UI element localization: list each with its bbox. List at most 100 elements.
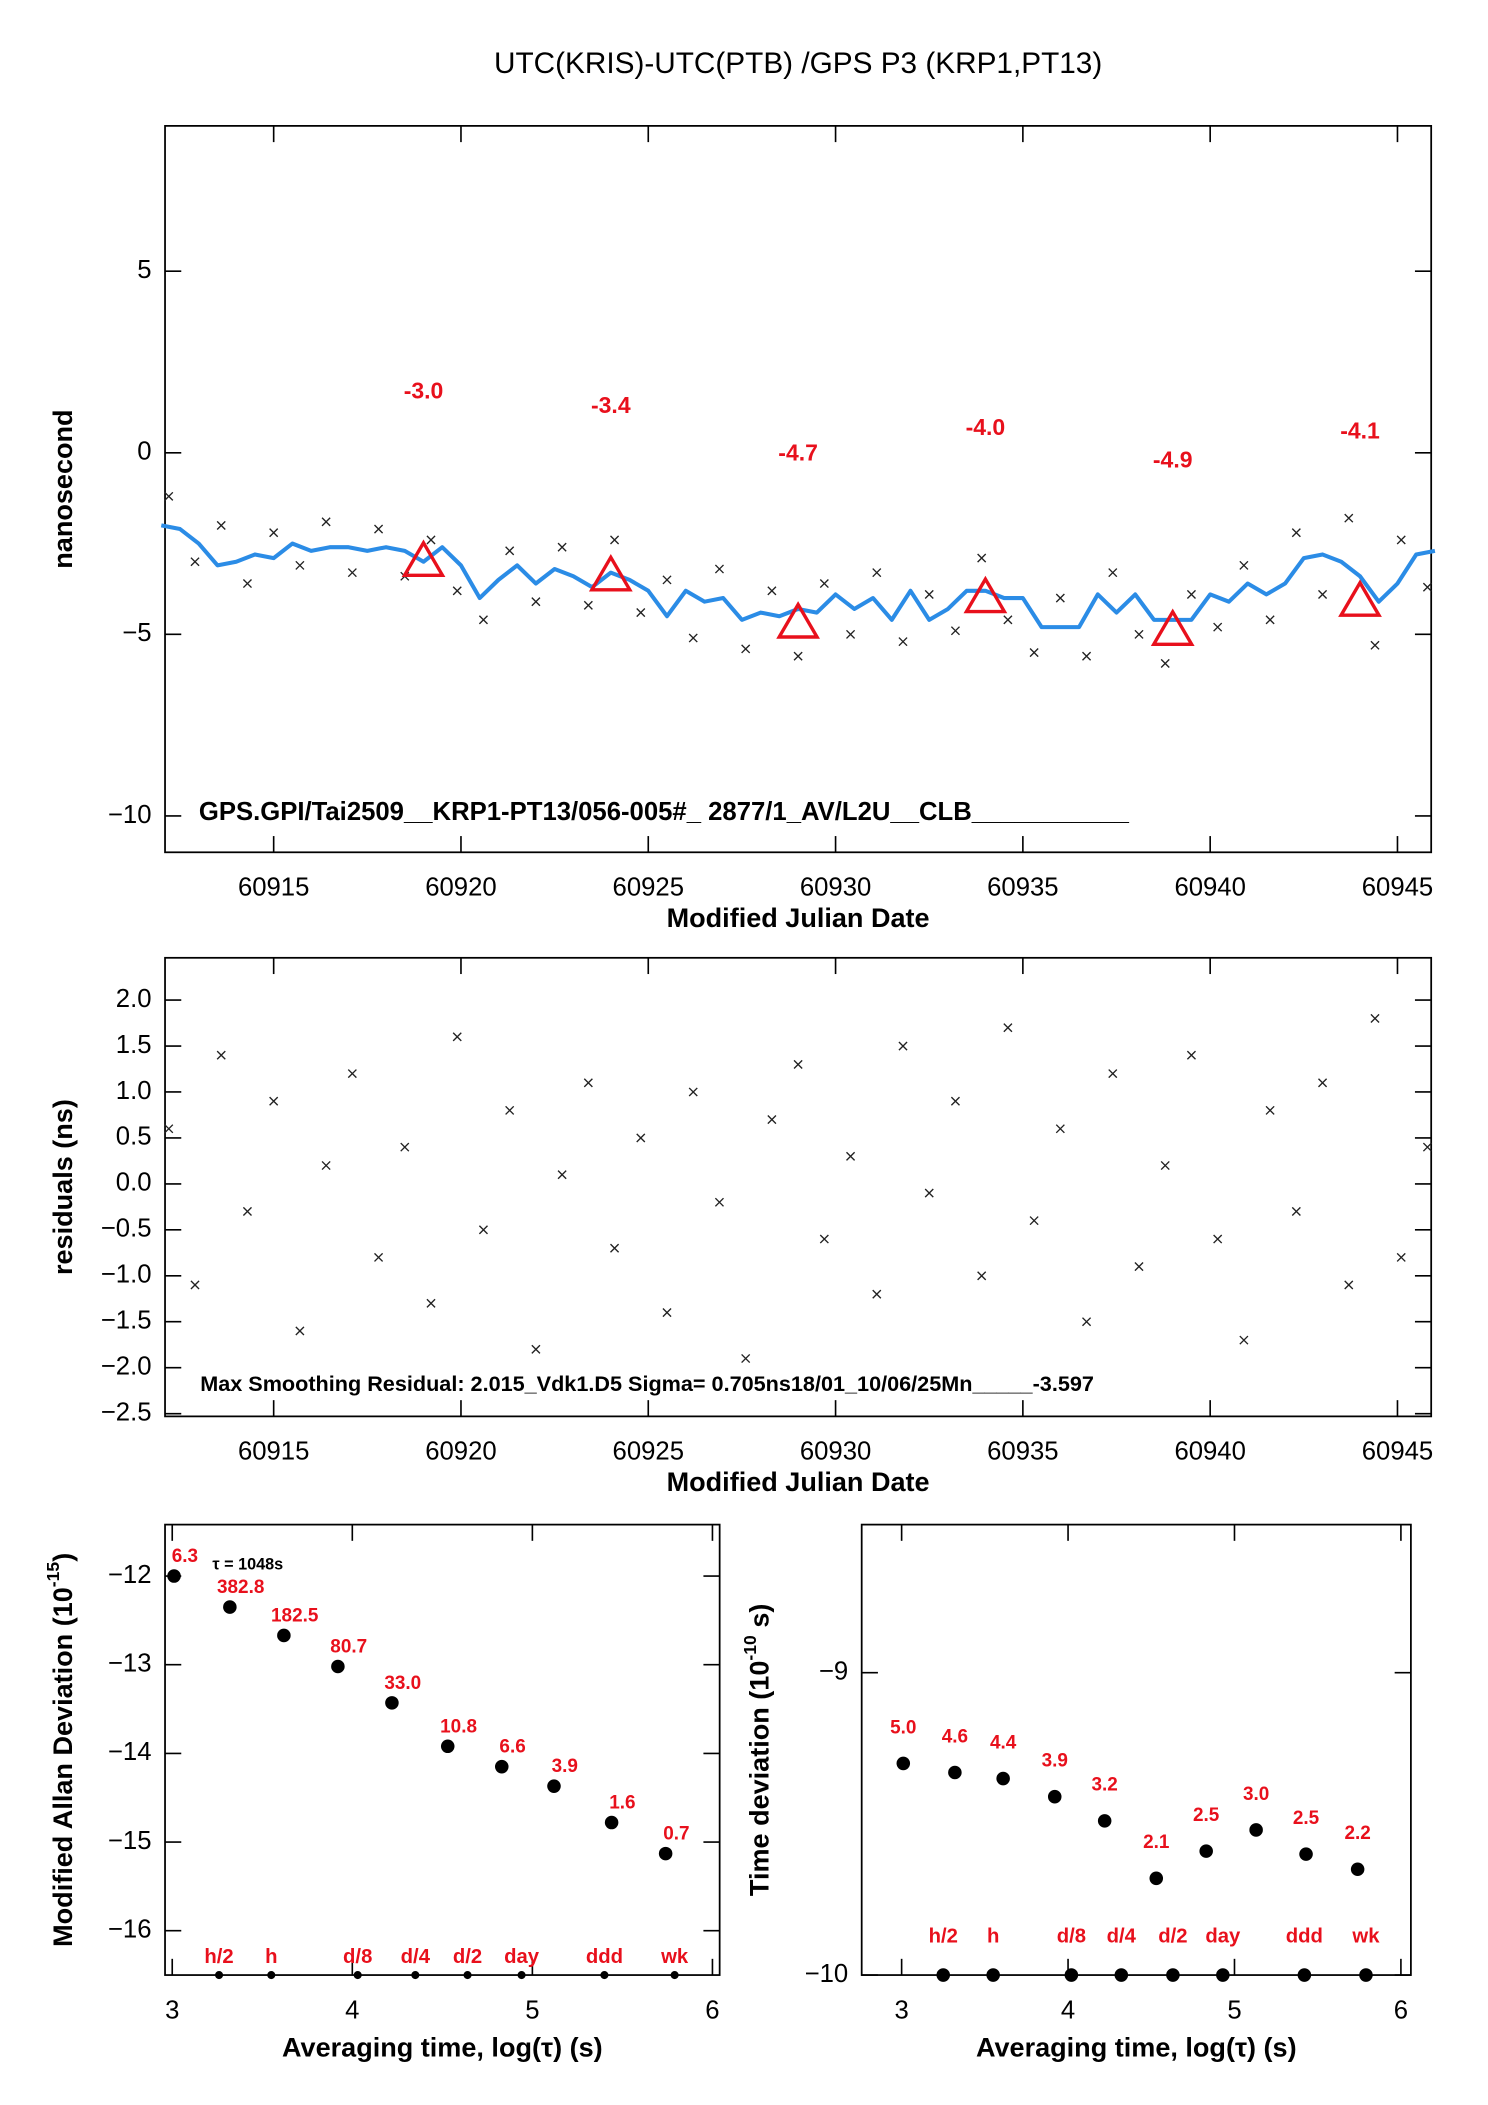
- data-cross: [1108, 1069, 1118, 1079]
- data-cross: [531, 597, 541, 607]
- reference-label: day: [504, 1946, 540, 1968]
- y-tick-label: 1.5: [116, 1031, 152, 1059]
- reference-label: h: [987, 1926, 999, 1948]
- reference-label: wk: [1351, 1926, 1380, 1948]
- data-cross: [1370, 1013, 1380, 1023]
- point-label: 0.7: [663, 1824, 689, 1845]
- point-label: 2.1: [1143, 1832, 1169, 1853]
- data-cross: [898, 637, 908, 647]
- value-label: -4.0: [966, 414, 1006, 440]
- reference-dot: [353, 1971, 362, 1980]
- data-cross: [1318, 1078, 1328, 1088]
- data-triangle: [588, 553, 633, 592]
- data-cross: [610, 535, 620, 545]
- data-cross: [295, 1326, 305, 1336]
- point-label: 3.9: [1042, 1751, 1068, 1772]
- data-cross: [793, 1059, 803, 1069]
- data-cross: [1213, 622, 1223, 632]
- reference-label: d/8: [1057, 1926, 1086, 1948]
- annotation: Max Smoothing Residual: 2.015_Vdk1.D5 Si…: [200, 1371, 1094, 1396]
- data-cross: [1422, 1142, 1432, 1152]
- data-cross: [374, 524, 384, 534]
- reference-label: d/4: [401, 1946, 431, 1968]
- data-cross: [583, 600, 593, 610]
- reference-dot: [517, 1971, 526, 1980]
- data-cross: [1003, 615, 1013, 625]
- y-axis-label-end: ): [48, 1553, 78, 1562]
- x-tick-label: 5: [525, 1996, 539, 2024]
- data-cross: [269, 528, 279, 538]
- data-cross: [1265, 615, 1275, 625]
- value-label: -4.1: [1340, 418, 1380, 444]
- y-axis-label: residuals (ns): [48, 1099, 78, 1275]
- y-axis-label: Modified Allan Deviation (10-15): [43, 1553, 78, 1947]
- data-point: [658, 1846, 673, 1861]
- data-cross: [1134, 629, 1144, 639]
- data-cross: [688, 1087, 698, 1097]
- value-label: -3.0: [404, 378, 444, 404]
- y-tick-label: −13: [108, 1649, 152, 1677]
- data-cross: [977, 553, 987, 563]
- data-cross: [610, 1243, 620, 1253]
- data-cross: [583, 1078, 593, 1088]
- point-label: 2.2: [1344, 1823, 1370, 1844]
- y-axis-label-text: Time deviation (10: [745, 1661, 775, 1897]
- data-cross: [269, 1096, 279, 1106]
- point-label: 2.5: [1293, 1808, 1319, 1829]
- data-cross: [688, 633, 698, 643]
- data-cross: [846, 629, 856, 639]
- y-axis-label-exponent: -15: [43, 1562, 63, 1588]
- data-cross: [557, 542, 567, 552]
- reference-dot: [936, 1968, 950, 1982]
- reference-dot: [463, 1971, 472, 1980]
- x-axis-label: Modified Julian Date: [667, 1467, 930, 1497]
- x-tick-label: 60940: [1174, 1438, 1245, 1466]
- point-label: 382.8: [217, 1577, 264, 1598]
- point-label: 4.4: [990, 1732, 1017, 1753]
- data-cross: [347, 568, 357, 578]
- value-label: -3.4: [591, 392, 631, 418]
- data-cross: [426, 535, 436, 545]
- point-label: 4.6: [942, 1726, 968, 1747]
- y-tick-label: −2.5: [101, 1398, 152, 1426]
- data-cross: [400, 1142, 410, 1152]
- data-cross: [295, 560, 305, 570]
- data-cross: [819, 578, 829, 589]
- data-cross: [374, 1252, 384, 1262]
- data-point: [948, 1765, 962, 1780]
- x-tick-label: 3: [894, 1996, 908, 2024]
- data-cross: [216, 1050, 226, 1060]
- x-tick-label: 6: [705, 1996, 719, 2024]
- data-point: [1350, 1862, 1365, 1877]
- data-cross: [164, 491, 174, 501]
- data-cross: [321, 517, 331, 527]
- data-cross: [950, 1096, 960, 1106]
- data-cross: [426, 1298, 436, 1308]
- reference-label: day: [1205, 1926, 1241, 1948]
- data-cross: [505, 546, 515, 556]
- plot-frame: [860, 1523, 1412, 1976]
- data-cross: [662, 575, 672, 585]
- data-cross: [1134, 1262, 1144, 1272]
- y-tick-label: 0.5: [116, 1123, 152, 1151]
- data-cross: [478, 1225, 488, 1235]
- reference-label: d/8: [343, 1946, 372, 1968]
- reference-dot: [267, 1971, 276, 1980]
- point-label: 6.6: [499, 1737, 525, 1758]
- reference-dot: [1166, 1968, 1180, 1982]
- data-cross: [741, 1353, 751, 1364]
- data-cross: [1318, 589, 1328, 599]
- data-cross: [1186, 589, 1196, 599]
- reference-dot: [214, 1971, 224, 1980]
- y-tick-label: −9: [819, 1658, 848, 1686]
- reference-label: h: [265, 1946, 277, 1968]
- y-tick-label: −16: [108, 1916, 152, 1944]
- x-tick-label: 4: [1061, 1996, 1075, 2024]
- data-cross: [347, 1069, 357, 1079]
- y-tick-label: 0: [137, 438, 151, 466]
- y-tick-label: −10: [805, 1960, 849, 1988]
- x-tick-label: 60915: [238, 1438, 309, 1466]
- data-cross: [557, 1170, 567, 1180]
